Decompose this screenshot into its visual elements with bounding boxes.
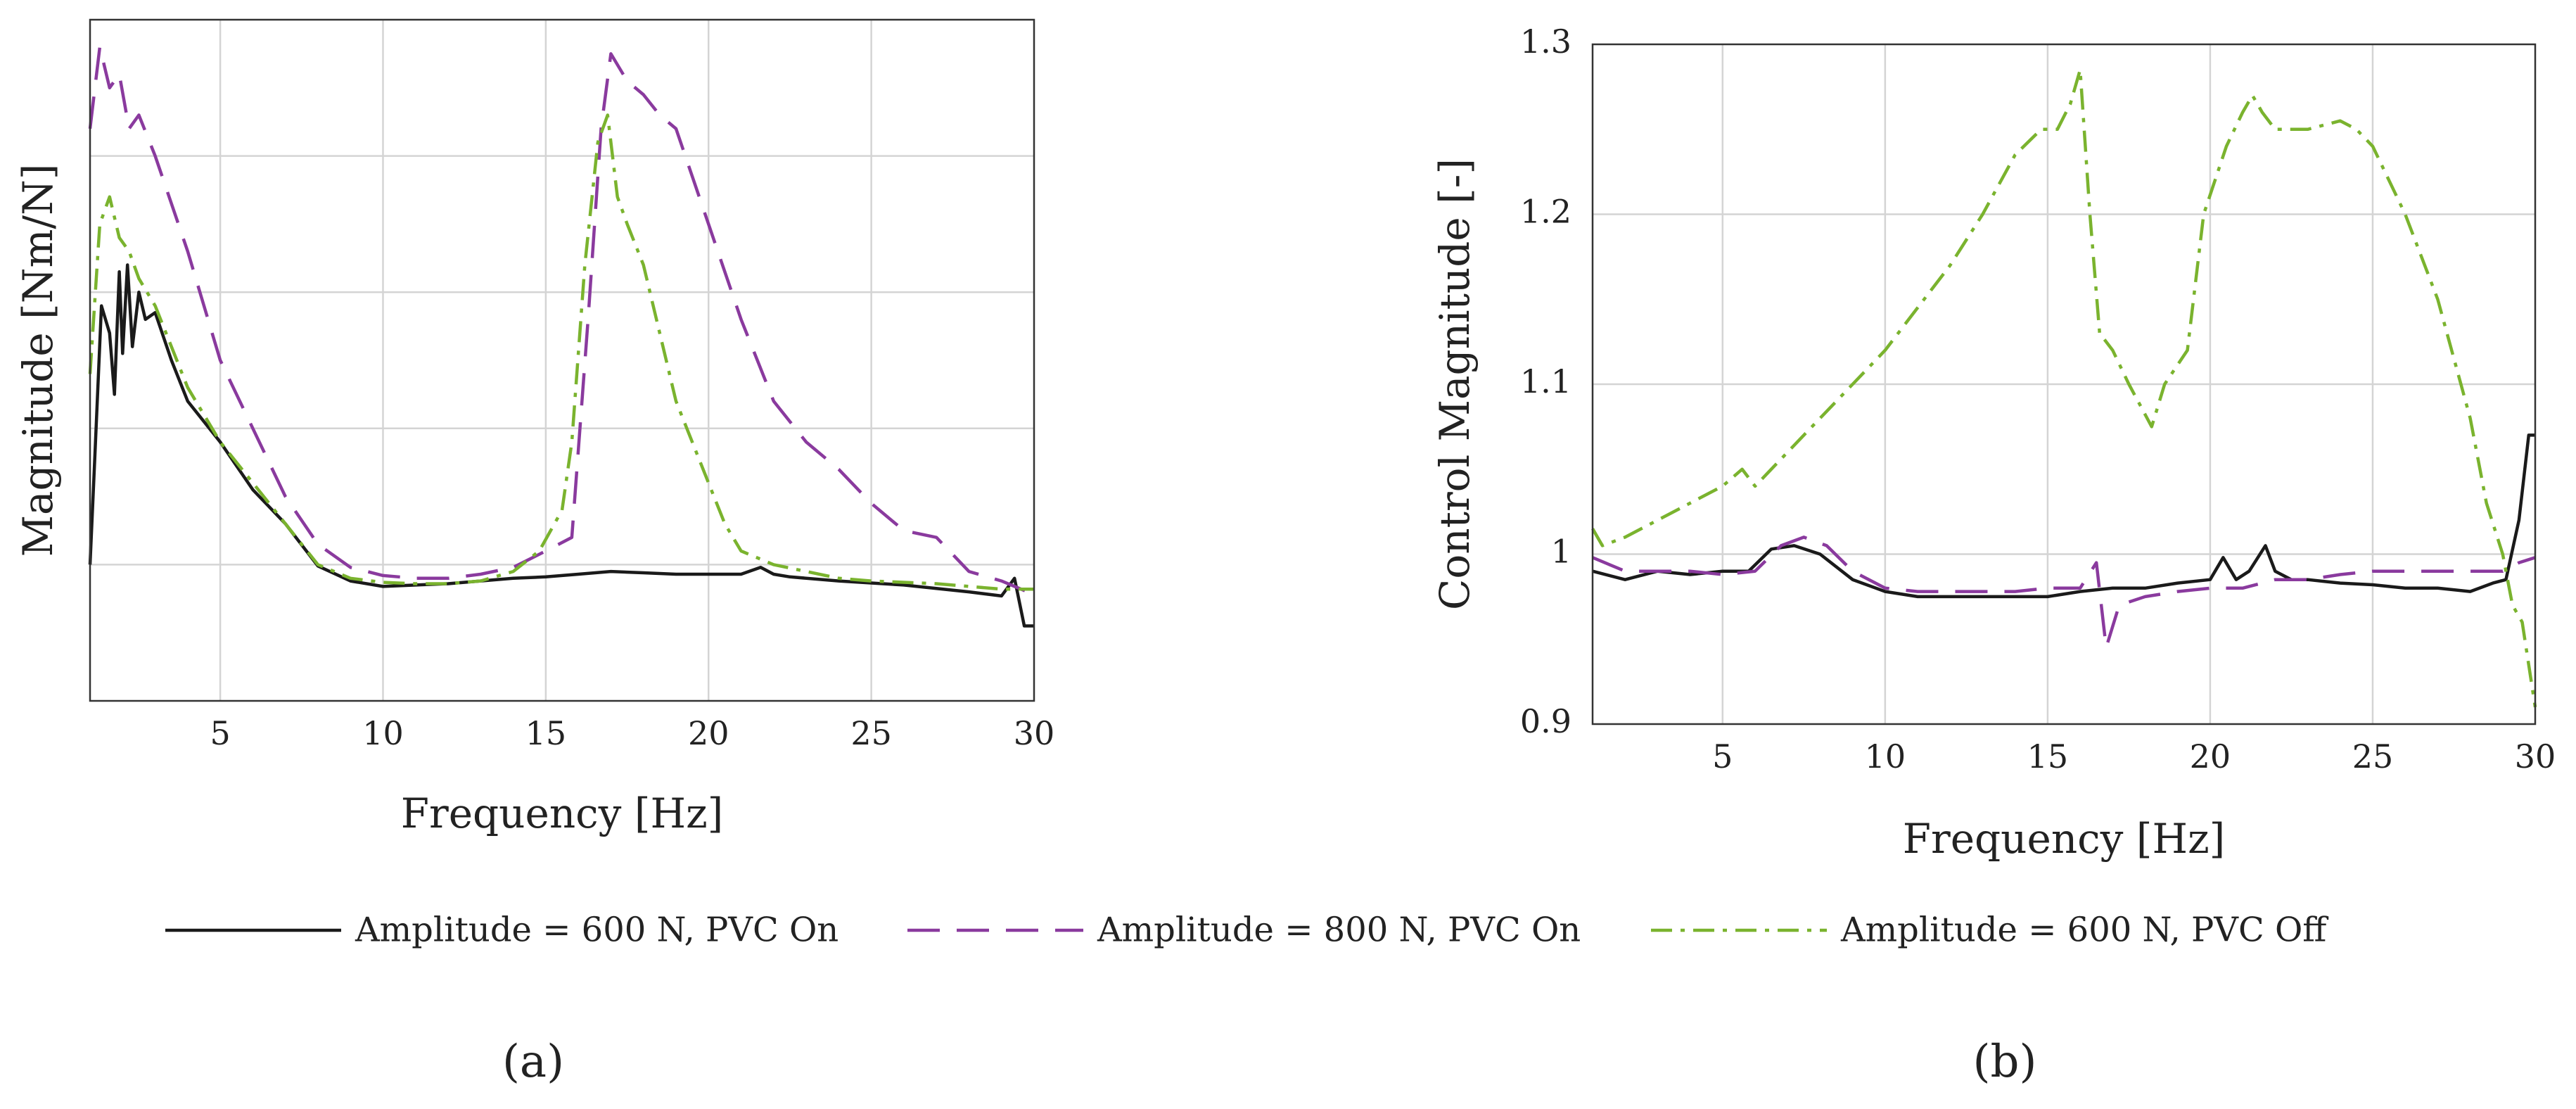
x-tick-label: 25	[850, 714, 892, 752]
series-group-a	[88, 45, 1035, 628]
y-tick-label: 1.1	[1520, 362, 1571, 400]
x-tick-label: 20	[688, 714, 729, 752]
x-tick-label: 10	[1865, 737, 1906, 775]
legend-item-800-on: Amplitude = 800 N, PVC On	[907, 911, 1581, 950]
series-line-2	[1591, 68, 2537, 708]
panel-label-a: (a)	[502, 1036, 564, 1088]
legend-item-600-on: Amplitude = 600 N, PVC On	[165, 911, 839, 950]
y-axis-title-a: Magnitude [Nm/N]	[14, 164, 62, 557]
x-tick-labels-b: 5 10 15 20 25 30	[1712, 737, 2556, 775]
x-tick-labels-a: 5 10 15 20 25 30	[210, 714, 1054, 752]
chart-panel-a: 5 10 15 20 25 30 Frequency [Hz] Magnitude [Nm…	[14, 18, 1054, 837]
x-tick-label: 5	[210, 714, 230, 752]
y-tick-label: 1.3	[1520, 23, 1571, 61]
y-tick-label: 1.2	[1520, 193, 1571, 231]
legend-label-600-on: Amplitude = 600 N, PVC On	[355, 911, 839, 950]
y-axis-title-b: Control Magnitude [-]	[1431, 158, 1479, 610]
panel-label-b: (b)	[1973, 1036, 2037, 1088]
series-line-0	[88, 263, 1034, 628]
plot-frame-b	[1591, 43, 2537, 725]
x-tick-label: 20	[2190, 737, 2231, 775]
x-axis-title-b: Frequency [Hz]	[1903, 815, 2226, 863]
series-line-2	[88, 113, 1034, 591]
x-tick-label: 15	[525, 714, 567, 752]
legend-item-600-off: Amplitude = 600 N, PVC Off	[1651, 911, 2328, 950]
series-group-b	[1591, 68, 2537, 708]
grid-a	[90, 20, 1034, 701]
legend-label-600-off: Amplitude = 600 N, PVC Off	[1840, 911, 2328, 950]
plot-frame-a	[89, 18, 1035, 702]
x-tick-label: 5	[1712, 737, 1733, 775]
series-line-0	[1592, 433, 2535, 599]
y-tick-label: 1	[1551, 533, 1571, 571]
y-tick-label: 0.9	[1520, 702, 1571, 740]
x-tick-label: 30	[2515, 737, 2556, 775]
x-tick-label: 30	[1014, 714, 1055, 752]
grid-b	[1593, 44, 2535, 724]
x-tick-label: 10	[362, 714, 404, 752]
y-tick-labels-b: 0.9 1 1.1 1.2 1.3	[1520, 23, 1571, 740]
series-line-1	[88, 45, 1035, 597]
chart-panel-b: 5 10 15 20 25 30 0.9 1 1.1 1.2 1.3 Frequency [Hz]…	[1431, 23, 2556, 863]
x-tick-label: 15	[2027, 737, 2069, 775]
x-tick-label: 25	[2352, 737, 2394, 775]
legend: Amplitude = 600 N, PVC On Amplitude = 80…	[165, 911, 2328, 950]
legend-label-800-on: Amplitude = 800 N, PVC On	[1097, 911, 1581, 950]
series-line-1	[1592, 536, 2536, 649]
x-axis-title-a: Frequency [Hz]	[401, 790, 724, 837]
